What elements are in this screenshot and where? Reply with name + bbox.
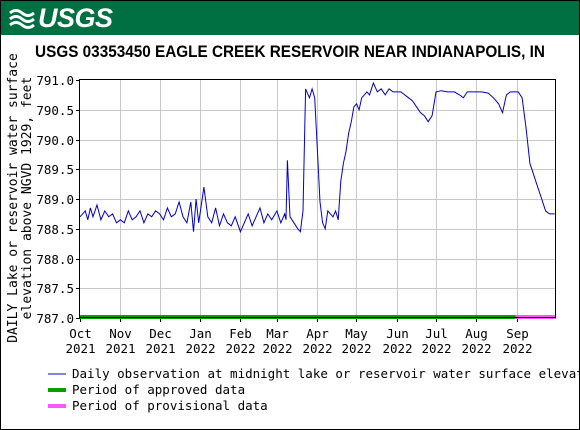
usgs-logo[interactable]: USGS xyxy=(9,2,113,33)
y-tick-label: 788.0 xyxy=(36,252,74,267)
legend-series-label: Daily observation at midnight lake or re… xyxy=(72,366,580,381)
legend-period-label: Period of approved data xyxy=(72,382,245,397)
legend-period-swatch xyxy=(48,388,66,392)
plot-border xyxy=(79,79,556,318)
x-tick-year: 2022 xyxy=(461,341,491,356)
y-tick-label: 791.0 xyxy=(36,73,74,88)
usgs-logo-text: USGS xyxy=(38,2,113,33)
x-tick-year: 2022 xyxy=(382,341,412,356)
usgs-wave-icon xyxy=(9,9,35,29)
x-tick-year: 2022 xyxy=(302,341,332,356)
x-tick-month: Apr xyxy=(306,326,329,341)
usgs-banner: USGS xyxy=(1,1,579,35)
x-tick-month: Aug xyxy=(465,326,488,341)
x-tick-month: Jul xyxy=(425,326,448,341)
x-tick-year: 2021 xyxy=(65,341,95,356)
series-line xyxy=(79,81,555,234)
x-tick-labels: Oct2021Nov2021Dec2021Jan2022Feb2022Mar20… xyxy=(65,326,532,356)
x-tick-year: 2022 xyxy=(262,341,292,356)
legend-period-label: Period of provisional data xyxy=(72,398,268,413)
legend-period-swatch xyxy=(48,404,66,408)
y-axis-label-line-1: DAILY Lake or reservoir water surface xyxy=(6,53,21,343)
x-tick-month: Mar xyxy=(266,326,289,341)
y-tick-label: 789.5 xyxy=(36,162,74,177)
legend: Daily observation at midnight lake or re… xyxy=(48,366,580,413)
y-tick-label: 790.5 xyxy=(36,103,74,118)
series-layer xyxy=(79,81,555,234)
y-tick-label: 787.5 xyxy=(36,281,74,296)
y-tick-label: 789.0 xyxy=(36,192,74,207)
x-tick-year: 2022 xyxy=(185,341,215,356)
x-tick-month: Sep xyxy=(506,326,529,341)
x-tick-year: 2021 xyxy=(145,341,175,356)
x-tick-month: Feb xyxy=(229,326,252,341)
x-tick-year: 2021 xyxy=(105,341,135,356)
x-tick-year: 2022 xyxy=(421,341,451,356)
x-tick-year: 2022 xyxy=(502,341,532,356)
x-tick-month: Nov xyxy=(109,326,132,341)
y-tick-label: 790.0 xyxy=(36,133,74,148)
chart-title: USGS 03353450 EAGLE CREEK RESERVOIR NEAR… xyxy=(35,42,545,61)
y-tick-label: 787.0 xyxy=(36,311,74,326)
x-tick-year: 2022 xyxy=(341,341,371,356)
x-tick-month: Jun xyxy=(386,326,409,341)
x-tick-year: 2022 xyxy=(225,341,255,356)
x-tick-month: May xyxy=(345,326,368,341)
y-tick-label: 788.5 xyxy=(36,222,74,237)
x-tick-month: Dec xyxy=(149,326,172,341)
y-axis-label-line-2: elevation above NGVD 1929, feet xyxy=(20,77,35,320)
x-tick-month: Jan xyxy=(189,326,212,341)
x-tick-month: Oct xyxy=(69,326,92,341)
y-tick-labels: 787.0 787.5 788.0 788.5 789.0 789.5 790.0 790.5… xyxy=(36,73,74,326)
